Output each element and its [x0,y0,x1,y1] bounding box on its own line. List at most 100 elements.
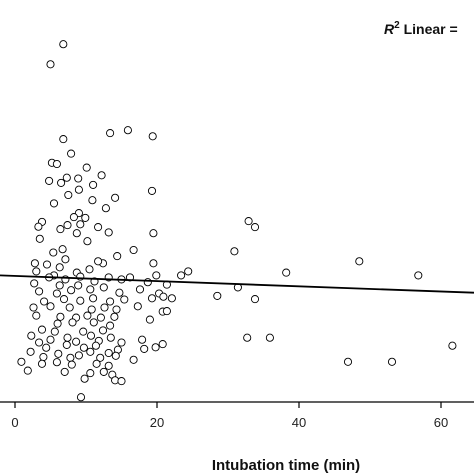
data-point [282,268,291,277]
data-point [53,319,62,328]
data-point [100,303,109,312]
data-point [52,358,61,367]
data-point [213,291,222,300]
data-point [59,40,68,49]
data-point [60,367,69,376]
data-point [162,307,171,316]
r2-linear-text: Linear = [400,21,458,37]
data-point [35,234,44,243]
data-point [158,340,167,349]
data-point [62,340,71,349]
data-point [96,313,105,322]
data-point [147,186,157,195]
data-point [112,305,121,314]
data-point [133,302,142,311]
data-point [50,327,59,336]
data-point [67,360,76,369]
data-point [81,213,90,222]
data-point [74,174,83,183]
data-point [27,331,36,340]
data-point [32,311,41,320]
data-point [85,265,94,274]
data-point [23,366,32,375]
data-point [106,333,115,342]
data-point [113,252,122,261]
x-tick-label: 40 [292,415,306,430]
r2-annotation: R2 Linear = [384,20,458,37]
data-point [42,343,51,352]
data-point [94,257,103,266]
data-point [59,295,69,304]
data-point [67,149,76,158]
data-point [68,318,77,327]
data-point [42,260,52,269]
data-point [30,279,39,288]
data-point [117,338,126,347]
data-point [52,289,61,298]
data-point [72,337,81,346]
data-point [17,357,26,366]
data-point [49,199,59,208]
data-point [99,283,108,292]
data-point [49,248,58,257]
data-point [140,344,149,353]
data-point [69,213,78,222]
data-point [88,196,97,205]
data-point [64,190,73,200]
data-point [244,217,253,226]
data-point [86,369,95,378]
data-point [61,255,70,264]
data-point [89,180,98,189]
r2-superscript: 2 [394,20,400,31]
data-point [74,351,83,360]
data-point [55,263,64,272]
data-point [243,333,252,342]
data-point [115,288,124,297]
data-point [149,229,158,238]
data-point [97,171,106,180]
data-point [129,355,138,364]
data-point [99,367,108,376]
data-point [151,343,160,352]
data-point [39,352,48,362]
data-point [104,361,113,370]
data-point [66,353,75,362]
x-axis-label: Intubation time (min) [212,457,360,474]
data-point [106,129,115,138]
data-point [355,257,364,266]
x-tick-label: 0 [11,415,18,430]
data-point [152,271,161,280]
data-point [63,333,72,342]
data-point [58,245,67,254]
data-point [37,359,47,368]
data-point [86,347,95,356]
x-tick-label: 60 [434,415,448,430]
data-point [76,393,86,402]
linear-fit-line [0,274,474,294]
data-point [89,294,98,303]
data-point [67,286,76,295]
data-point [448,341,457,350]
data-point [147,294,157,303]
data-point [104,348,113,358]
data-point [82,163,91,172]
data-point [92,359,101,368]
data-point [104,228,113,237]
data-point [79,343,88,352]
data-point [26,347,35,356]
data-point [74,185,83,194]
data-point [96,353,105,362]
data-point [34,222,43,231]
data-point [76,296,85,305]
data-point [94,223,103,232]
r2-symbol: R [384,21,395,37]
data-point [91,341,100,350]
data-point [45,176,54,185]
data-point [129,245,138,255]
data-point [87,305,96,314]
data-point [98,326,108,335]
data-point [117,377,126,386]
data-point [52,159,61,169]
data-point [72,229,81,238]
